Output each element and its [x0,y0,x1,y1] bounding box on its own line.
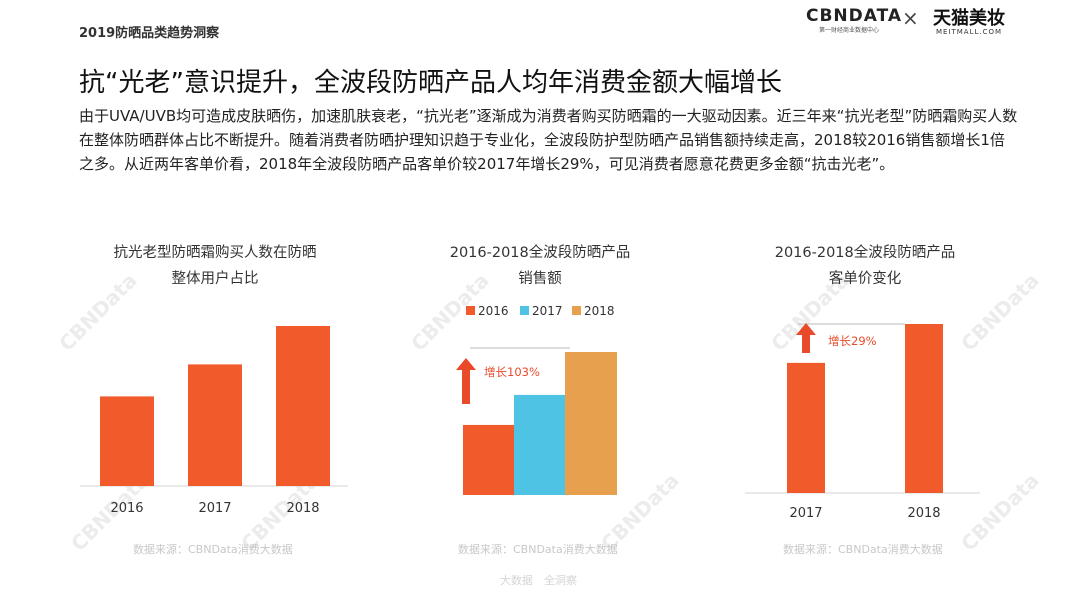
chart-2-source: 数据来源：CBNData消费大数据 [458,543,618,556]
footer-mark: 大数据 全洞察 [500,574,577,587]
chart-1-title-line-2: 整体用户占比 [171,271,259,287]
tmall-logo-text: 天猫美妆 [933,8,1005,29]
chart-2-growth-label: 增长103% [484,365,540,379]
chart-2-bar-2017 [514,394,566,495]
chart-3-bar-2017 [787,362,825,493]
chart-3-tick-label-2018: 2018 [907,506,940,521]
chart-2-title-line-1: 2016-2018全波段防晒产品 [449,245,631,261]
chart-1-tick-label-2016: 2016 [110,501,143,516]
chart-1-tick-label-2018: 2018 [286,501,319,516]
chart-1-bar-2018 [276,326,330,486]
chart-2-legend-label-2016: 2016 [478,304,509,318]
chart-3-tick-label-2017: 2017 [789,506,822,521]
chart-1-source: 数据来源：CBNData消费大数据 [133,543,293,556]
tmall-logo-subtitle: MEITMALL.COM [935,28,1003,36]
chart-2-legend-label-2018: 2018 [584,304,615,318]
chart-3-title-line-1: 2016-2018全波段防晒产品 [774,245,956,261]
chart-2-legend-swatch-2018 [572,306,581,315]
chart-3-bar-2018 [905,324,943,493]
logo-separator: × [902,6,919,30]
chart-3-growth-label: 增长29% [828,334,877,348]
page-body-text: 由于UVA/UVB均可造成皮肤晒伤，加速肌肤衰老，“抗光老”逐渐成为消费者购买防… [79,107,1018,173]
chart-2-bar-2018 [565,352,617,495]
cbndata-logo-subtitle: 第一财经商业数据中心 [818,27,879,34]
chart-1-tick-label-2017: 2017 [198,501,231,516]
chart-2-title: 2016-2018全波段防晒产品 销售额 [420,240,660,292]
chart-2-growth-arrow-icon [456,358,476,404]
chart-2-legend-swatch-2016 [466,306,475,315]
chart-2-title-line-2: 销售额 [518,271,562,287]
cbndata-logo: CBNDATA 第一财经商业数据中心 [806,6,903,34]
page-title: 抗“光老”意识提升，全波段防晒产品人均年消费金额大幅增长 [79,68,782,98]
chart-3-title-line-2: 客单价变化 [828,271,902,287]
chart-2-legend-swatch-2017 [520,306,529,315]
tmall-beauty-logo: 天猫美妆 MEITMALL.COM [926,4,1012,36]
chart-3-source: 数据来源：CBNData消费大数据 [783,543,943,556]
chart-1-title-line-1: 抗光老型防晒霜购买人数在防晒 [113,245,317,261]
chart-3-growth-arrow-icon [796,323,816,353]
chart-1-bar-2016 [100,396,154,486]
cbndata-logo-text: CBNDATA [806,6,903,26]
chart-2-legend-label-2017: 2017 [532,304,563,318]
section-label: 2019防晒品类趋势洞察 [79,26,220,41]
chart-2-bar-2016 [463,424,515,495]
chart-3-title: 2016-2018全波段防晒产品 客单价变化 [740,240,990,292]
chart-1-title: 抗光老型防晒霜购买人数在防晒 整体用户占比 [80,240,350,292]
chart-1-bar-2017 [188,364,242,486]
